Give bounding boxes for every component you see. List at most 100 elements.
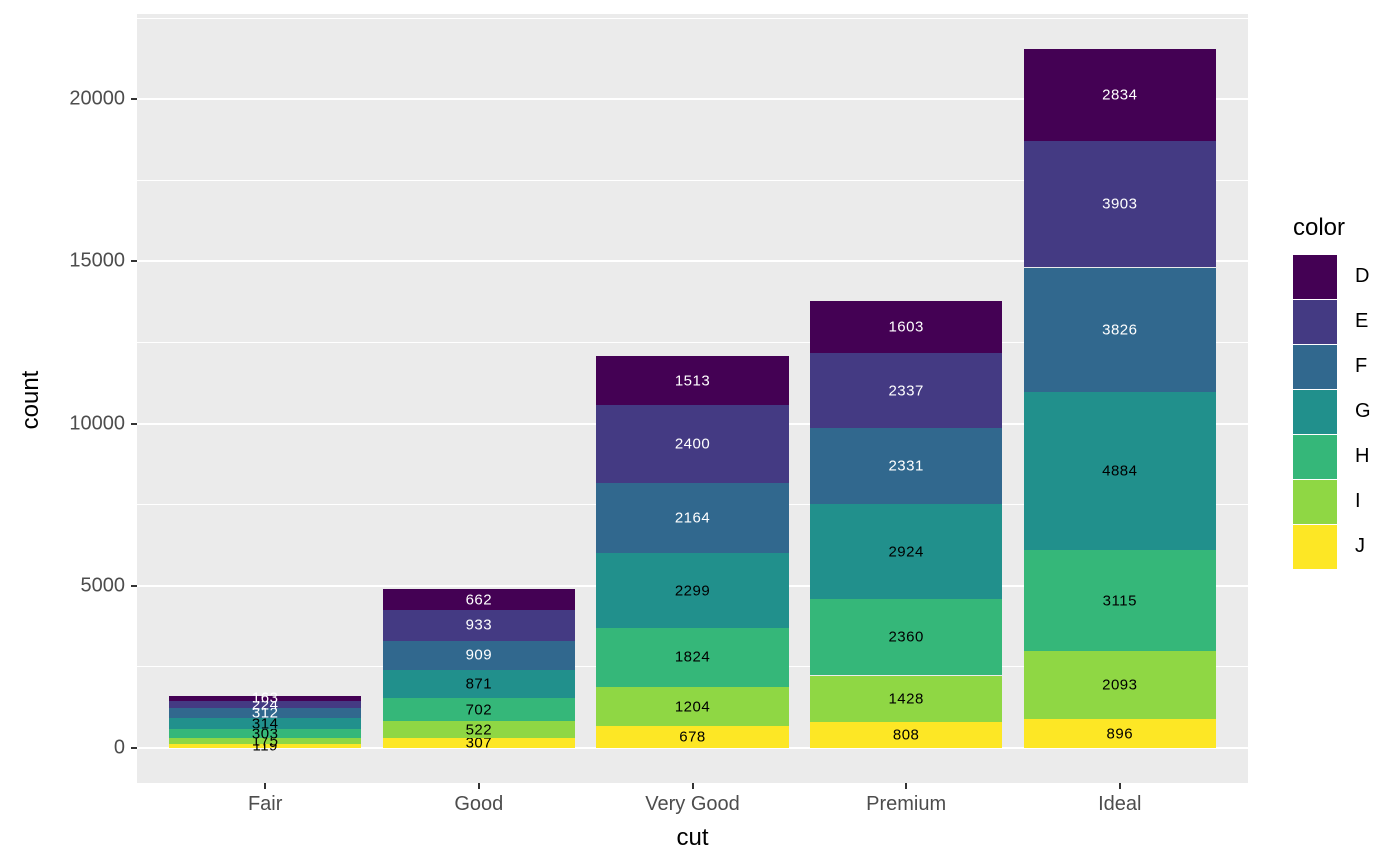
bar-value-label: 662 xyxy=(465,591,493,609)
bar-segment xyxy=(596,405,789,484)
bar-value-label: 1204 xyxy=(674,698,711,715)
bar-segment xyxy=(382,588,575,611)
bar-segment xyxy=(169,728,362,739)
y-tick-label: 0 xyxy=(113,736,125,759)
gridline-minor xyxy=(137,342,1248,344)
bar-value-label: 1513 xyxy=(674,372,711,390)
bar-value-label: 933 xyxy=(465,616,493,634)
bar-segment xyxy=(169,695,362,702)
y-tick-label: 15000 xyxy=(69,249,125,272)
bar-segment xyxy=(810,721,1003,749)
bar-value-label: 2400 xyxy=(674,435,711,453)
bar-value-label: 1824 xyxy=(674,648,711,666)
bar-segment xyxy=(1023,391,1216,551)
bar-value-label: 522 xyxy=(465,721,493,739)
bar-segment xyxy=(596,553,789,628)
bar-value-label: 163 xyxy=(251,689,279,707)
y-tick-mark xyxy=(131,260,137,263)
y-tick-mark xyxy=(131,584,137,587)
bar-value-label: 3826 xyxy=(1102,321,1138,339)
bar-value-label: 312 xyxy=(251,704,279,722)
y-tick-mark xyxy=(131,747,137,750)
bar-segment xyxy=(810,675,1003,722)
bar-segment xyxy=(810,428,1003,505)
x-tick-mark xyxy=(691,783,694,789)
bar-segment xyxy=(382,698,575,722)
bar-value-label: 2299 xyxy=(674,582,711,600)
bar-segment xyxy=(382,610,575,641)
bar-value-label: 896 xyxy=(1106,725,1134,742)
y-tick-label: 5000 xyxy=(80,574,126,597)
bar-value-label: 2834 xyxy=(1102,86,1138,104)
bar-value-label: 3115 xyxy=(1102,592,1137,610)
bar-segment xyxy=(810,504,1003,599)
legend-key-swatch xyxy=(1293,479,1337,524)
legend-key-swatch xyxy=(1293,389,1337,434)
legend-key-label: D xyxy=(1355,265,1370,287)
y-tick-label: 10000 xyxy=(69,412,125,435)
bar-value-label: 307 xyxy=(465,734,493,752)
x-tick-label: Ideal xyxy=(1098,793,1142,815)
bar-segment xyxy=(596,356,789,406)
legend-entry: D xyxy=(1293,254,1371,299)
plot-panel: 119 175 303 314 312 224 163 307 522 702 871 909 933 6… xyxy=(137,14,1248,783)
bar-value-label: 1603 xyxy=(888,318,924,336)
legend-entry: J xyxy=(1293,524,1371,569)
x-axis-title: cut xyxy=(676,824,709,851)
legend-key-swatch xyxy=(1293,344,1337,389)
legend-keys: D E F G H I J xyxy=(1293,254,1371,569)
bar-segment xyxy=(169,718,362,729)
bar-value-label: 1428 xyxy=(888,690,924,708)
bar-segment xyxy=(169,738,362,745)
legend-key-label: H xyxy=(1355,445,1370,467)
x-tick-mark xyxy=(905,783,908,789)
bar-segment xyxy=(382,670,575,699)
y-tick-label: 20000 xyxy=(69,87,125,110)
bar-segment xyxy=(1023,651,1216,719)
bar-segment xyxy=(382,738,575,749)
bar-segment xyxy=(1023,267,1216,392)
legend-key-swatch xyxy=(1293,254,1337,299)
bar-value-label: 678 xyxy=(679,728,706,746)
gridline-major xyxy=(137,98,1248,101)
bar-value-label: 3903 xyxy=(1102,195,1138,213)
x-tick-mark xyxy=(264,783,267,789)
y-tick-mark xyxy=(131,98,137,101)
gridline-minor xyxy=(137,179,1248,181)
bar-segment xyxy=(596,726,789,749)
bar-segment xyxy=(810,598,1003,676)
legend-title: color xyxy=(1293,214,1346,241)
y-tick-mark xyxy=(131,422,137,425)
x-tick-label: Very Good xyxy=(645,793,740,815)
gridline-major xyxy=(137,260,1248,263)
legend-entry: H xyxy=(1293,434,1371,479)
bar-segment xyxy=(382,640,575,671)
bar-value-label: 871 xyxy=(465,675,493,693)
legend-entry: F xyxy=(1293,344,1371,389)
x-tick-mark xyxy=(1118,783,1121,789)
legend-key-label: G xyxy=(1355,400,1371,422)
legend-key-swatch xyxy=(1293,434,1337,479)
legend-entry: E xyxy=(1293,299,1371,344)
bar-value-label: 2164 xyxy=(674,509,711,527)
bar-segment xyxy=(810,300,1003,353)
bar-segment xyxy=(169,708,362,719)
bar-value-label: 2331 xyxy=(888,457,924,475)
bar-segment xyxy=(1023,140,1216,268)
bar-value-label: 2360 xyxy=(888,628,924,646)
bar-segment xyxy=(810,352,1003,429)
bar-segment xyxy=(1023,48,1216,141)
bar-segment xyxy=(1023,718,1216,749)
x-tick-mark xyxy=(477,783,480,789)
legend-key-label: I xyxy=(1355,490,1361,512)
legend-key-label: F xyxy=(1355,355,1368,377)
bar-segment xyxy=(382,721,575,739)
bar-segment xyxy=(596,627,789,687)
bar-segment xyxy=(596,483,789,554)
legend: color D E F G H I J xyxy=(1293,214,1371,569)
bar-segment xyxy=(169,744,362,749)
legend-key-swatch xyxy=(1293,299,1337,344)
legend-key-label: E xyxy=(1355,310,1369,332)
bar-value-label: 2924 xyxy=(888,543,924,561)
